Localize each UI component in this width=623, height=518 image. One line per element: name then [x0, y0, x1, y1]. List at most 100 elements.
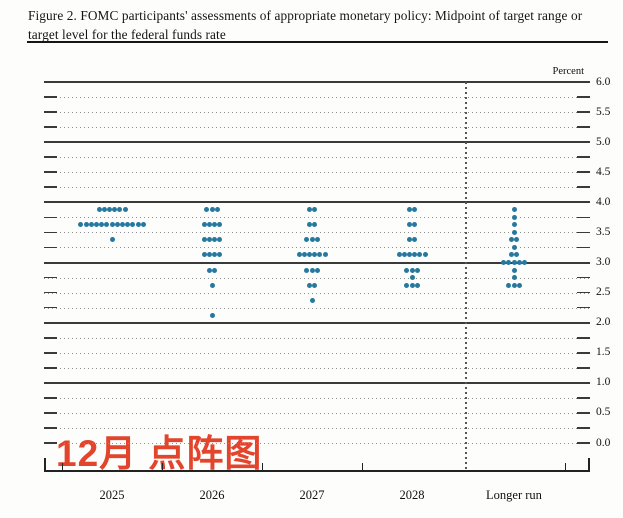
- dot: [212, 252, 218, 258]
- x-axis-label: 2025: [99, 488, 125, 502]
- dot: [412, 207, 418, 213]
- y-tick-right: [577, 111, 590, 113]
- y-tick-left: [44, 336, 57, 339]
- dot: [209, 282, 215, 288]
- y-tick-left: [44, 291, 57, 294]
- y-tick-right: [577, 351, 590, 354]
- dot: [511, 229, 517, 235]
- y-tick-right: [577, 427, 590, 429]
- y-axis-label: 1.0: [596, 376, 611, 389]
- dot: [301, 252, 307, 258]
- y-tick-right: [577, 171, 590, 174]
- dot: [396, 252, 402, 258]
- y-tick-left: [44, 216, 57, 219]
- x-axis-label: 2027: [299, 488, 325, 502]
- gridline-solid: [44, 381, 590, 384]
- annotation-december-dot-plot: 12月 点阵图: [56, 433, 263, 474]
- x-axis-tick: [262, 463, 264, 470]
- gridline-dotted: [44, 277, 590, 279]
- dot: [206, 237, 212, 243]
- y-axis-label: 5.0: [596, 135, 611, 148]
- dot: [508, 252, 514, 258]
- y-tick-left: [44, 246, 57, 249]
- y-axis-label: 0.0: [596, 436, 611, 449]
- dot: [304, 237, 310, 243]
- dot: [309, 267, 315, 273]
- dot: [135, 222, 141, 228]
- dot: [516, 260, 522, 265]
- gridline-solid: [44, 141, 590, 144]
- dot: [212, 267, 218, 273]
- y-tick-left: [44, 351, 57, 354]
- y-tick-left: [44, 412, 57, 414]
- dot: [217, 252, 223, 258]
- gridline-dotted: [44, 127, 590, 129]
- y-axis-label: 2.0: [596, 316, 611, 329]
- x-axis-left-corner: [44, 458, 46, 470]
- y-tick-right: [577, 367, 590, 369]
- dot: [312, 222, 318, 228]
- gridline-dotted: [44, 157, 590, 159]
- y-axis-label: 3.0: [596, 256, 611, 268]
- dot: [501, 260, 507, 265]
- y-tick-left: [44, 96, 57, 98]
- y-tick-right: [577, 442, 590, 444]
- dot: [511, 267, 517, 273]
- dot: [406, 252, 412, 258]
- dot: [409, 282, 415, 288]
- y-axis-label: 3.5: [596, 225, 611, 238]
- dot: [511, 207, 517, 213]
- y-tick-left: [44, 126, 57, 128]
- dot: [101, 207, 107, 213]
- dot: [511, 222, 517, 228]
- dot: [204, 207, 210, 213]
- dot: [516, 282, 522, 288]
- dot: [322, 252, 328, 258]
- gridline-dotted: [44, 292, 590, 294]
- dot: [209, 312, 215, 318]
- dot: [514, 252, 520, 258]
- gridline-dotted: [44, 187, 590, 189]
- y-tick-right: [577, 291, 590, 294]
- y-tick-right: [577, 336, 590, 339]
- dot: [409, 267, 415, 273]
- dot: [417, 252, 423, 258]
- y-tick-right: [577, 186, 590, 189]
- dot: [314, 267, 320, 273]
- dot: [406, 222, 412, 228]
- gridline-dotted: [44, 443, 590, 445]
- dot: [409, 275, 415, 281]
- y-tick-left: [44, 427, 57, 429]
- y-tick-left: [44, 367, 57, 369]
- dot: [119, 222, 125, 228]
- dot: [309, 237, 315, 243]
- y-tick-right: [577, 96, 590, 98]
- dot: [214, 207, 220, 213]
- y-tick-right: [577, 156, 590, 158]
- dot: [130, 222, 136, 228]
- y-tick-left: [44, 397, 57, 399]
- dot: [122, 207, 128, 213]
- y-tick-left: [44, 111, 57, 113]
- dot: [306, 222, 312, 228]
- gridline-dotted: [44, 412, 590, 414]
- dot: [212, 237, 218, 243]
- y-axis-label: 4.0: [596, 195, 611, 208]
- y-axis-label: 4.5: [596, 165, 611, 178]
- dot: [314, 237, 320, 243]
- dot: [508, 237, 514, 243]
- y-tick-left: [44, 306, 57, 309]
- dot: [514, 237, 520, 243]
- dot: [404, 267, 410, 273]
- dot: [406, 237, 412, 243]
- dot: [217, 237, 223, 243]
- x-axis-label: 2028: [399, 488, 425, 502]
- dot: [511, 214, 517, 220]
- dot: [109, 237, 115, 243]
- y-tick-right: [577, 276, 590, 279]
- dot: [404, 282, 410, 288]
- y-axis-label: 2.5: [596, 286, 611, 299]
- dot: [506, 282, 512, 288]
